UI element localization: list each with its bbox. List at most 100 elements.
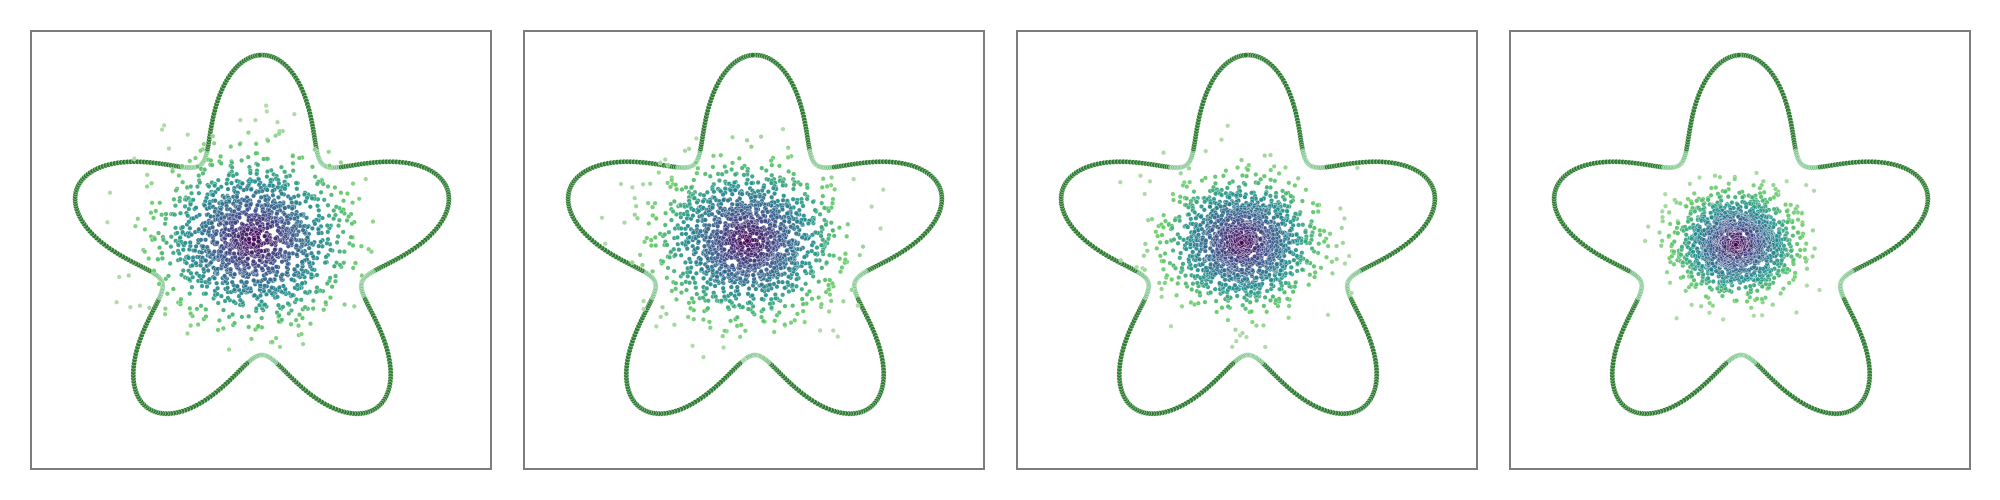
scatter-point: [326, 213, 332, 219]
scatter-point: [721, 247, 727, 253]
scatter-point: [678, 214, 684, 220]
scatter-point: [180, 224, 186, 230]
scatter-point: [255, 162, 261, 168]
scatter-point: [272, 247, 278, 253]
scatter-point: [715, 223, 721, 229]
scatter-point: [302, 289, 308, 295]
scatter-point: [248, 336, 254, 342]
scatter-point: [200, 170, 206, 176]
scatter-point: [755, 179, 761, 185]
scatter-point: [226, 172, 232, 178]
scatter-point: [819, 200, 825, 206]
scatter-point: [234, 283, 240, 289]
scatter-point: [304, 215, 309, 221]
scatter-point: [325, 229, 331, 235]
scatter-point: [734, 284, 740, 290]
scatter-point: [1306, 282, 1312, 288]
scatter-point: [688, 185, 694, 191]
scatter-point: [1186, 211, 1192, 217]
scatter-point: [752, 194, 758, 200]
scatter-point: [177, 256, 183, 262]
scatter-point: [786, 289, 792, 295]
scatter-point: [253, 150, 259, 156]
scatter-point: [685, 314, 691, 320]
scatter-point: [177, 198, 183, 204]
scatter-point: [644, 235, 650, 241]
scatter-point: [1227, 180, 1233, 186]
scatter-point: [1170, 197, 1176, 203]
scatter-point: [210, 192, 216, 198]
scatter-point: [632, 212, 638, 218]
scatter-point: [225, 285, 231, 291]
scatter-point: [264, 187, 270, 193]
scatter-point: [1268, 167, 1274, 173]
scatter-point: [1117, 179, 1123, 185]
scatter-point: [802, 319, 808, 325]
scatter-point: [1212, 180, 1218, 186]
scatter-point: [780, 197, 786, 203]
scatter-point: [1177, 218, 1183, 224]
scatter-point: [327, 163, 333, 169]
panel-3: [1016, 30, 1478, 470]
scatter-point: [323, 299, 329, 305]
scatter-point: [1118, 257, 1124, 263]
scatter-point: [650, 268, 656, 274]
scatter-point: [772, 292, 778, 297]
scatter-point: [684, 287, 689, 293]
scatter-point: [1142, 241, 1148, 247]
scatter-point: [1253, 323, 1259, 329]
scatter-point: [350, 200, 356, 206]
scatter-point: [162, 221, 168, 227]
scatter-point: [216, 317, 222, 323]
scatter-point: [1185, 224, 1191, 230]
scatter-point: [178, 296, 184, 302]
scatter-point: [781, 193, 787, 199]
scatter-point: [765, 209, 771, 215]
scatter-point: [1258, 176, 1264, 182]
scatter-point: [193, 243, 199, 249]
scatter-point: [1339, 225, 1345, 231]
scatter-point: [1242, 182, 1248, 188]
scatter-point: [700, 198, 706, 204]
scatter-point: [701, 192, 707, 198]
scatter-point: [759, 188, 765, 194]
scatter-point: [1172, 217, 1178, 223]
scatter-point: [1164, 239, 1170, 245]
scatter-point: [1142, 267, 1148, 273]
scatter-point: [1199, 178, 1205, 184]
scatter-point: [308, 321, 313, 327]
scatter-point: [189, 190, 195, 196]
scatter-point: [179, 272, 185, 278]
scatter-point: [788, 224, 794, 230]
scatter-point: [818, 301, 824, 307]
scatter-point: [1171, 237, 1177, 242]
scatter-point: [316, 243, 322, 249]
scatter-point: [179, 163, 185, 169]
scatter-point: [722, 186, 728, 192]
scatter-point: [686, 300, 692, 306]
scatter-point: [806, 288, 812, 294]
scatter-point: [817, 327, 823, 333]
scatter-point: [192, 155, 198, 161]
scatter-point: [721, 345, 727, 351]
scatter-point: [315, 203, 321, 209]
scatter-point: [674, 234, 680, 240]
scatter-point: [1202, 299, 1208, 305]
scatter-point: [1224, 185, 1230, 191]
scatter-point: [1157, 253, 1163, 259]
scatter-point: [1157, 239, 1163, 245]
scatter-point: [1273, 297, 1279, 303]
scatter-point: [1189, 287, 1195, 292]
scatter-point: [1175, 240, 1181, 246]
scatter-point: [1187, 179, 1193, 185]
scatter-point: [1253, 172, 1259, 178]
scatter-point: [350, 181, 356, 187]
scatter-point: [306, 245, 312, 251]
scatter-point: [203, 258, 209, 264]
scatter-point: [1276, 170, 1282, 176]
scatter-point: [239, 180, 245, 186]
scatter-point: [172, 203, 178, 209]
scatter-point: [1318, 265, 1324, 271]
scatter-point: [325, 236, 331, 242]
scatter-point: [671, 246, 677, 252]
